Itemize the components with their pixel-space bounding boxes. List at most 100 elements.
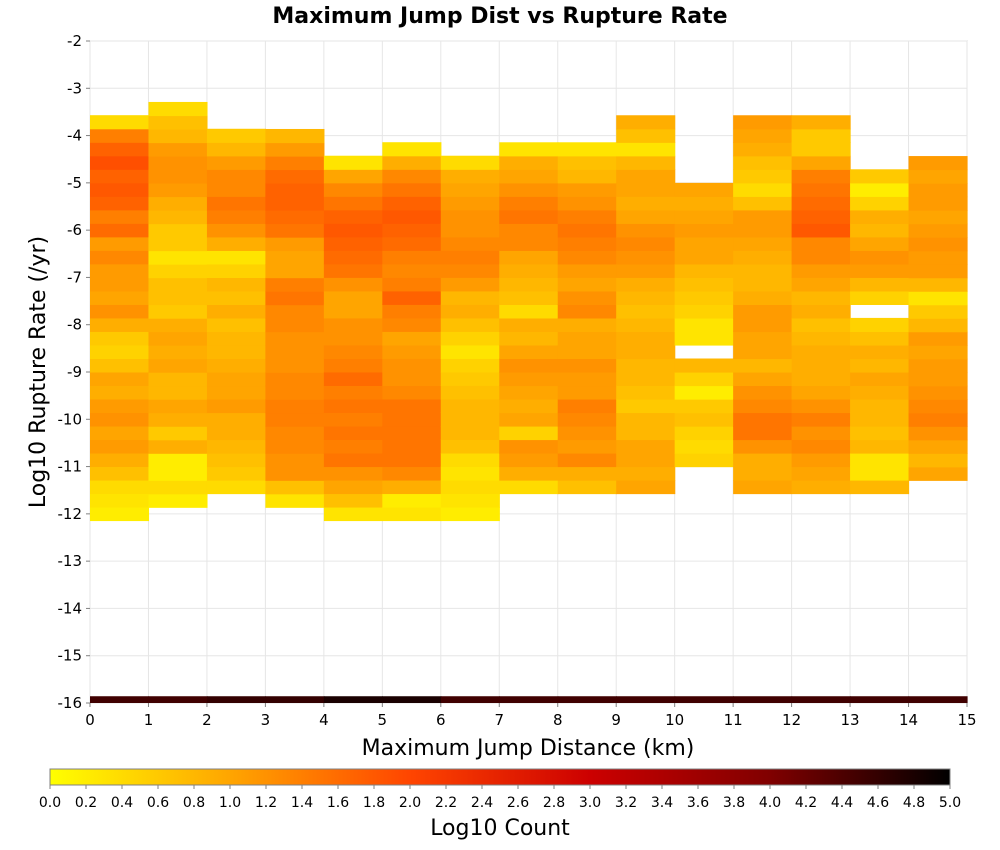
y-tick-label: -8 — [67, 316, 82, 334]
heatmap-cell — [674, 426, 734, 441]
heatmap-cell — [148, 142, 208, 157]
heatmap-cell — [791, 452, 851, 468]
heatmap-cell — [323, 398, 383, 414]
heatmap-cell — [323, 331, 383, 346]
heatmap-cell — [90, 452, 150, 468]
heatmap-cell — [908, 345, 968, 360]
heatmap-cell — [323, 155, 383, 170]
x-axis-label: Maximum Jump Distance (km) — [362, 736, 695, 761]
colorbar-tick-label: 0.6 — [147, 795, 169, 811]
heatmap-cell — [908, 372, 968, 387]
x-tick-label: 15 — [957, 711, 976, 729]
heatmap-cell — [850, 223, 910, 238]
heatmap-cell — [440, 169, 500, 184]
heatmap-cell — [499, 250, 559, 265]
heatmap-cell — [791, 263, 851, 278]
heatmap-cell — [733, 344, 793, 360]
heatmap-cell — [499, 317, 559, 333]
heatmap-cell — [382, 331, 442, 346]
heatmap-cell — [440, 452, 500, 468]
heatmap-cell — [382, 290, 442, 305]
heatmap-cell — [557, 209, 617, 224]
heatmap-cell — [382, 696, 442, 703]
heatmap-cell — [323, 466, 383, 481]
heatmap-cell — [908, 358, 968, 373]
heatmap-cell — [850, 331, 910, 346]
x-tick-label: 10 — [665, 711, 684, 729]
heatmap-cell — [557, 317, 617, 333]
x-tick-label: 4 — [319, 711, 329, 729]
heatmap-cell — [791, 236, 851, 251]
heatmap-cell — [850, 696, 910, 703]
heatmap-cell — [265, 453, 325, 468]
heatmap-cell — [616, 155, 676, 170]
heatmap-cell — [616, 452, 676, 468]
x-tick-label: 0 — [85, 711, 95, 729]
heatmap-cell — [557, 169, 617, 184]
heatmap-cell — [323, 250, 383, 265]
heatmap-cell — [440, 236, 500, 251]
heatmap-cell — [557, 696, 617, 703]
heatmap-cell — [791, 277, 851, 292]
heatmap-cell — [850, 358, 910, 373]
heatmap-cell — [791, 250, 851, 265]
heatmap-cell — [323, 371, 383, 386]
heatmap-cell — [908, 277, 968, 292]
heatmap-cell — [206, 412, 266, 427]
heatmap-cell — [850, 236, 910, 251]
heatmap-cell — [791, 696, 851, 703]
heatmap-cell — [791, 182, 851, 197]
heatmap-cell — [850, 425, 910, 441]
x-tick-label: 9 — [611, 711, 621, 729]
heatmap-cell — [733, 277, 793, 292]
heatmap-cell — [908, 237, 968, 252]
heatmap-cell — [265, 493, 325, 508]
heatmap-cell — [148, 480, 208, 495]
heatmap-cell — [440, 250, 500, 265]
heatmap-cell — [90, 425, 150, 441]
heatmap-cell — [733, 696, 793, 703]
y-tick-label: -14 — [58, 599, 83, 617]
heatmap-cell — [382, 169, 442, 184]
heatmap-cell — [499, 290, 559, 305]
heatmap-cell — [90, 398, 150, 414]
heatmap-cell — [382, 398, 442, 414]
heatmap-cell — [90, 304, 150, 319]
heatmap-cell — [616, 169, 676, 184]
heatmap-cell — [90, 223, 150, 238]
heatmap-cell — [206, 385, 266, 400]
heatmap-cell — [850, 277, 910, 292]
heatmap-cell — [557, 155, 617, 170]
heatmap-cell — [382, 277, 442, 292]
heatmap-cell — [616, 115, 676, 130]
heatmap-cell — [382, 182, 442, 197]
heatmap-cell — [265, 426, 325, 441]
heatmap-cell — [616, 344, 676, 360]
heatmap-cell — [323, 263, 383, 278]
heatmap-cell — [206, 155, 266, 170]
plot-area — [89, 40, 968, 704]
heatmap-cell — [674, 696, 734, 703]
heatmap-cell — [557, 277, 617, 292]
heatmap-cell — [791, 344, 851, 360]
heatmap-cell — [499, 371, 559, 387]
heatmap-cell — [206, 304, 266, 319]
heatmap-cell — [323, 196, 383, 211]
heatmap-cell — [265, 399, 325, 414]
heatmap-cell — [323, 182, 383, 197]
y-axis-label: Log10 Rupture Rate (/yr) — [26, 236, 51, 508]
heatmap-cell — [850, 263, 910, 278]
heatmap-cell — [850, 182, 910, 197]
heatmap-cell — [674, 263, 734, 279]
heatmap-cell — [148, 331, 208, 346]
heatmap-cell — [265, 196, 325, 211]
heatmap-cell — [733, 398, 793, 414]
heatmap-cell — [440, 371, 500, 386]
y-tick-label: -9 — [67, 363, 82, 381]
heatmap-cell — [265, 183, 325, 198]
heatmap-cell — [90, 358, 150, 373]
heatmap-cell — [791, 209, 851, 224]
heatmap-cell — [382, 304, 442, 319]
colorbar-tick-label: 2.8 — [543, 795, 565, 811]
heatmap-cell — [440, 155, 500, 170]
